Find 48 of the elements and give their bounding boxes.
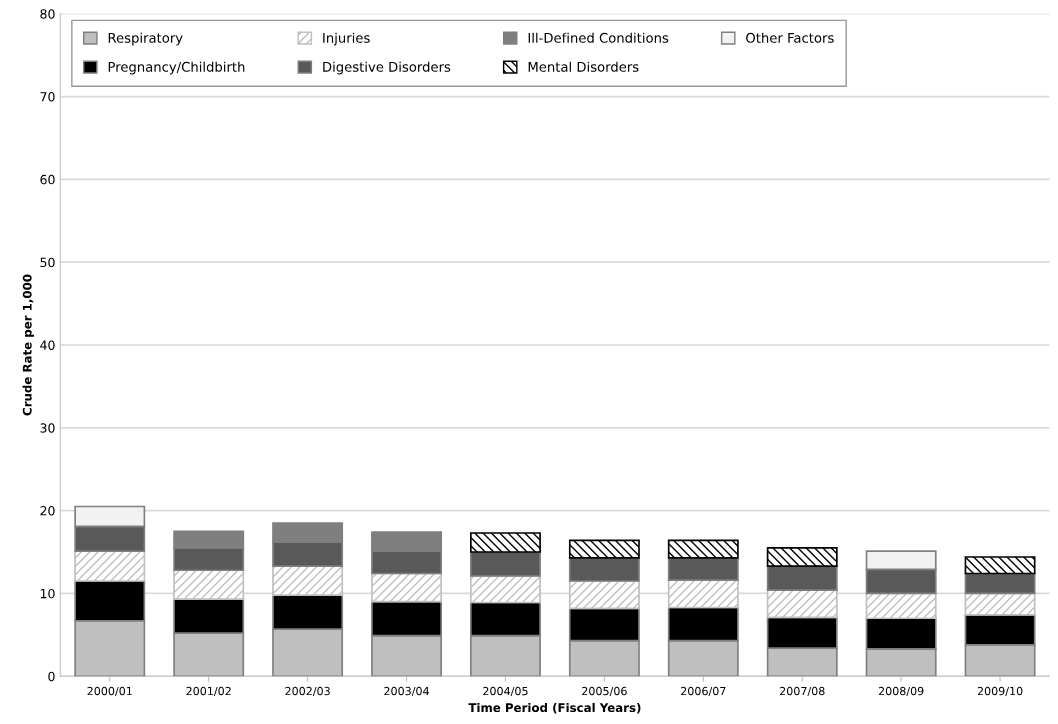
bar (74, 550, 146, 582)
legend-label: Ill-Defined Conditions (528, 32, 669, 43)
bar (470, 551, 541, 577)
bar (667, 539, 739, 559)
legend-label: Respiratory (108, 32, 183, 46)
bar (568, 556, 640, 582)
y-tick-label: 70 (40, 92, 55, 102)
x-tick-label: 2002/03 (285, 686, 330, 697)
legend-label: Pregnancy/Childbirth (108, 61, 245, 75)
bar (766, 547, 838, 567)
bar (766, 589, 838, 619)
x-tick-label: 2000/01 (87, 686, 132, 697)
y-tick-label: 80 (40, 9, 55, 19)
y-tick-label: 0 (48, 671, 55, 682)
legend-label: Digestive Disorders (323, 61, 451, 75)
x-tick-label: 2006/07 (681, 686, 726, 697)
legend-label: Other Factors (746, 32, 834, 43)
bar (470, 575, 541, 604)
bar (173, 569, 245, 601)
y-tick-label: 30 (40, 423, 55, 433)
bar (766, 565, 838, 591)
bar (568, 539, 640, 559)
y-axis-title: Crude Rate per 1,000 (22, 274, 34, 416)
y-tick-label: 10 (40, 588, 55, 599)
bar (568, 580, 640, 610)
x-tick-label: 2001/02 (186, 686, 231, 697)
bar (667, 556, 739, 581)
y-tick-label: 50 (40, 257, 55, 268)
bar (470, 532, 541, 553)
x-tick-label: 2008/09 (878, 686, 924, 697)
x-tick-label: 2007/08 (779, 686, 825, 697)
x-tick-label: 2004/05 (483, 686, 528, 697)
bar (371, 572, 442, 603)
bar (272, 565, 344, 596)
bar (667, 579, 739, 609)
y-tick-label: 40 (40, 340, 55, 350)
x-axis-title: Time Period (Fiscal Years) (468, 702, 641, 714)
y-tick-label: 20 (40, 506, 55, 516)
y-tick-label: 60 (40, 174, 55, 185)
bar (865, 592, 937, 620)
bar (964, 556, 1036, 575)
x-tick-label: 2005/06 (582, 686, 627, 697)
bar (964, 572, 1036, 595)
x-tick-label: 2003/04 (384, 686, 429, 697)
bar (964, 592, 1036, 616)
legend-label: Injuries (323, 32, 370, 46)
x-tick-label: 2009/10 (977, 686, 1023, 697)
legend-label: Mental Disorders (528, 61, 639, 72)
